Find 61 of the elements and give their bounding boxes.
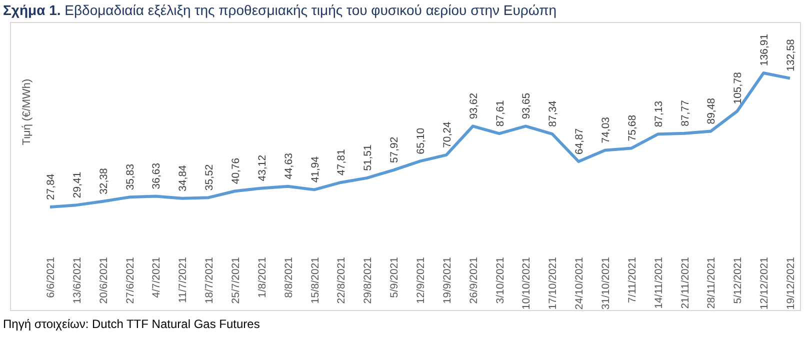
y-axis-title: Τιμή (€/MWh) <box>21 78 33 146</box>
data-label: 40,76 <box>230 158 242 184</box>
x-tick-label: 11/7/2021 <box>177 256 190 303</box>
data-label: 105,78 <box>732 72 744 104</box>
x-tick-label: 4/7/2021 <box>150 256 163 298</box>
x-tick-label: 21/11/2021 <box>679 256 692 309</box>
x-tick-label: 24/10/2021 <box>574 256 586 310</box>
x-tick-label: 7/11/2021 <box>626 256 638 303</box>
data-label: 93,65 <box>520 92 533 120</box>
x-tick-label: 3/10/2021 <box>494 256 506 304</box>
x-tick-label: 17/10/2021 <box>547 256 560 310</box>
x-tick-label: 8/8/2021 <box>282 256 295 298</box>
chart-title: Σχήμα 1. Εβδομαδιαία εξέλιξη της προθεσμιακής τιμής του φυσικού αερίου στην Ευρώπη <box>3 2 557 18</box>
data-label: 93,62 <box>468 92 480 120</box>
x-tick-label: 18/7/2021 <box>204 256 216 304</box>
x-tick-label: 10/10/2021 <box>520 256 533 310</box>
x-tick-label: 5/12/2021 <box>732 256 744 304</box>
text: Πηγή στοιχείων: Dutch TTF Natural Gas Futures <box>3 317 260 331</box>
data-label: 87,61 <box>494 100 506 127</box>
data-label: 70,24 <box>441 121 454 148</box>
data-label: 34,84 <box>177 164 190 192</box>
x-tick-label: 22/8/2021 <box>336 256 348 304</box>
x-tick-label: 29/8/2021 <box>362 256 374 304</box>
x-tick-label: 1/8/2021 <box>256 256 268 298</box>
data-label: 47,81 <box>336 149 348 176</box>
data-label: 35,83 <box>124 164 136 190</box>
x-tick-label: 25/7/2021 <box>230 256 242 304</box>
data-label: 57,92 <box>388 136 401 164</box>
data-label: 29,41 <box>71 172 84 198</box>
data-label: 32,38 <box>98 168 110 194</box>
x-tick-label: 19/12/2021 <box>785 256 797 310</box>
x-tick-label: 14/11/2021 <box>652 256 665 309</box>
data-label: 27,84 <box>45 174 57 200</box>
x-tick-label: 15/8/2021 <box>309 256 322 304</box>
data-label: 35,52 <box>204 164 216 191</box>
x-tick-label: 31/10/2021 <box>600 256 612 310</box>
data-label: 64,87 <box>574 128 586 155</box>
x-tick-label: 20/6/2021 <box>98 256 110 304</box>
x-tick-label: 6/6/2021 <box>45 256 57 298</box>
data-label: 136,91 <box>758 34 771 66</box>
data-label: 36,63 <box>150 162 163 190</box>
x-tick-label: 13/6/2021 <box>71 256 84 304</box>
data-label: 44,63 <box>282 152 295 180</box>
data-label: 87,13 <box>652 100 665 128</box>
x-tick-label: 27/6/2021 <box>124 256 136 304</box>
x-tick-label: 12/9/2021 <box>415 256 427 304</box>
x-tick-label: 5/9/2021 <box>388 256 401 298</box>
data-label: 43,12 <box>256 154 268 182</box>
x-tick-label: 28/11/2021 <box>706 256 718 309</box>
data-label: 74,03 <box>600 116 612 144</box>
data-label: 41,94 <box>309 156 322 183</box>
x-tick-label: 26/9/2021 <box>468 256 480 304</box>
x-tick-label: 12/12/2021 <box>758 256 771 310</box>
data-label: 87,77 <box>679 100 692 126</box>
data-label: 89,48 <box>706 98 718 124</box>
data-label: 87,34 <box>547 100 560 127</box>
x-tick-label: 19/9/2021 <box>441 256 454 304</box>
data-label: 75,68 <box>626 114 638 142</box>
data-label: 132,58 <box>785 39 797 72</box>
data-label: 65,10 <box>415 128 427 154</box>
data-label: 51,51 <box>362 144 374 171</box>
